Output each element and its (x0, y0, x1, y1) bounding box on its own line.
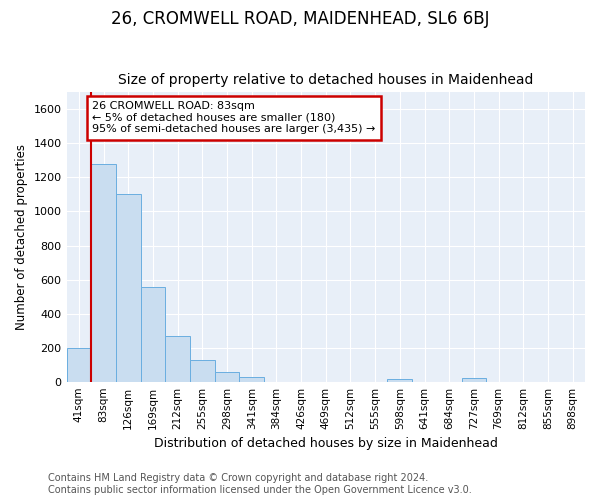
Bar (239, 376, 264, 382)
Bar (116, 194, 140, 382)
Bar (388, 379, 412, 382)
Text: 26 CROMWELL ROAD: 83sqm
← 5% of detached houses are smaller (180)
95% of semi-de: 26 CROMWELL ROAD: 83sqm ← 5% of detached… (92, 102, 376, 134)
X-axis label: Distribution of detached houses by size in Maidenhead: Distribution of detached houses by size … (154, 437, 498, 450)
Bar (91, 164, 116, 382)
Bar (190, 360, 215, 382)
Y-axis label: Number of detached properties: Number of detached properties (15, 144, 28, 330)
Bar (140, 287, 165, 382)
Text: 26, CROMWELL ROAD, MAIDENHEAD, SL6 6BJ: 26, CROMWELL ROAD, MAIDENHEAD, SL6 6BJ (111, 10, 489, 28)
Bar (67, 348, 91, 382)
Text: Contains HM Land Registry data © Crown copyright and database right 2024.
Contai: Contains HM Land Registry data © Crown c… (48, 474, 472, 495)
Bar (215, 372, 239, 382)
Bar (461, 378, 486, 382)
Title: Size of property relative to detached houses in Maidenhead: Size of property relative to detached ho… (118, 73, 533, 87)
Bar (165, 336, 190, 382)
